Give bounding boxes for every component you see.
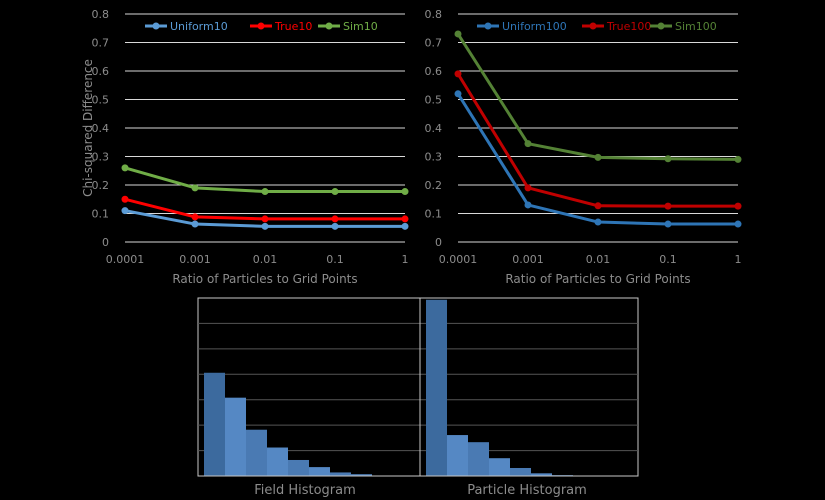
x-tick-label: 0.001: [512, 253, 544, 266]
y-tick-label: 0.5: [92, 94, 110, 107]
x-tick-label: 0.1: [326, 253, 344, 266]
series-line-True100: [456, 73, 738, 208]
legend-marker: [657, 22, 665, 30]
line-chart-1: 0 0.1 0.2 0.3 0.4 0.5 0.6 0.7 0.8 0.0001 0.001 0.01…: [81, 8, 409, 286]
data-point-True10: [191, 213, 199, 221]
data-point-Uniform10: [261, 222, 269, 230]
y-tick-label: 0.2: [92, 179, 110, 192]
y-tick-label: 0.4: [92, 122, 110, 135]
y-tick-label: 0: [435, 236, 442, 249]
data-point-Sim100: [734, 155, 742, 163]
data-point-Sim100: [454, 30, 462, 38]
histogram-bar: [426, 299, 447, 476]
x-axis-title: Ratio of Particles to Grid Points: [505, 272, 690, 286]
x-tick-label: 0.01: [586, 253, 611, 266]
histogram-bar: [267, 447, 288, 476]
data-point-Sim100: [594, 153, 602, 161]
histogram-bar: [489, 458, 510, 476]
histogram-bar: [309, 467, 330, 476]
legend-label: True100: [606, 20, 651, 33]
data-point-Uniform100: [734, 220, 742, 228]
y-tick-label: 0.1: [92, 208, 110, 221]
data-point-Sim10: [191, 184, 199, 192]
y-tick-label: 0.3: [92, 151, 110, 164]
x-tick-label: 1: [735, 253, 742, 266]
histogram-bar: [288, 459, 309, 476]
y-tick-label: 0.2: [425, 179, 443, 192]
y-tick-label: 0.8: [92, 8, 110, 21]
data-point-True10: [121, 195, 129, 203]
y-axis-title: Chi-squared Difference: [81, 59, 95, 197]
data-point-Sim10: [121, 164, 129, 172]
x-tick-label: 0.001: [179, 253, 211, 266]
data-point-Uniform100: [524, 201, 532, 209]
data-point-True100: [454, 70, 462, 78]
legend-marker: [484, 22, 492, 30]
histogram-bar: [468, 442, 489, 476]
histogram-title: Field Histogram: [254, 483, 356, 498]
series-line-Sim10: [124, 166, 405, 194]
x-tick-label: 0.0001: [439, 253, 478, 266]
data-point-True10: [261, 215, 269, 223]
histogram-bar: [510, 467, 531, 476]
data-point-Uniform100: [664, 220, 672, 228]
legend-label: True10: [274, 20, 312, 33]
x-axis-title: Ratio of Particles to Grid Points: [172, 272, 357, 286]
data-point-Sim10: [401, 188, 409, 196]
histogram-bar: [225, 397, 246, 476]
legend-marker: [152, 22, 160, 30]
y-tick-label: 0.1: [425, 208, 443, 221]
x-tick-label: 0.1: [659, 253, 677, 266]
histogram-bar: [330, 472, 351, 476]
y-tick-label: 0: [102, 236, 109, 249]
histogram-title: Particle Histogram: [467, 483, 587, 498]
data-point-True10: [401, 215, 409, 223]
histogram-bar: [351, 474, 372, 476]
y-tick-label: 0.7: [425, 37, 443, 50]
data-point-Uniform100: [454, 90, 462, 98]
legend-marker: [589, 22, 597, 30]
y-tick-label: 0.7: [92, 37, 110, 50]
legend-marker: [257, 22, 265, 30]
y-tick-label: 0.3: [425, 151, 443, 164]
legend-label: Uniform10: [170, 20, 228, 33]
y-tick-label: 0.6: [92, 65, 110, 78]
data-point-Sim100: [664, 155, 672, 163]
data-point-Uniform100: [594, 218, 602, 226]
y-tick-label: 0.6: [425, 65, 443, 78]
legend-label: Sim10: [343, 20, 378, 33]
legend-label: Uniform100: [502, 20, 567, 33]
histogram-panel: Field Histogram Particle Histogram: [197, 297, 639, 498]
histogram-bar: [531, 473, 552, 476]
data-point-Uniform10: [401, 222, 409, 230]
legend-marker: [325, 22, 333, 30]
data-point-Uniform10: [191, 220, 199, 228]
histogram-bar: [447, 435, 468, 476]
data-point-Uniform10: [121, 207, 129, 215]
histogram-bar: [204, 372, 225, 476]
data-point-True100: [594, 202, 602, 210]
data-point-True100: [664, 202, 672, 210]
y-tick-label: 0.4: [425, 122, 443, 135]
x-tick-label: 0.0001: [106, 253, 145, 266]
data-point-Sim10: [261, 188, 269, 196]
data-point-True100: [734, 202, 742, 210]
data-point-Sim100: [524, 140, 532, 148]
line-chart-2: 0 0.1 0.2 0.3 0.4 0.5 0.6 0.7 0.8 0.0001 0.001 0.01…: [425, 8, 742, 286]
x-tick-label: 0.01: [253, 253, 278, 266]
y-tick-label: 0.5: [425, 94, 443, 107]
data-point-Uniform10: [331, 222, 339, 230]
legend-label: Sim100: [675, 20, 717, 33]
y-tick-label: 0.8: [425, 8, 443, 21]
histogram-bar: [246, 429, 267, 476]
data-point-True100: [524, 184, 532, 192]
data-point-Sim10: [331, 188, 339, 196]
data-point-True10: [331, 215, 339, 223]
x-tick-label: 1: [402, 253, 409, 266]
